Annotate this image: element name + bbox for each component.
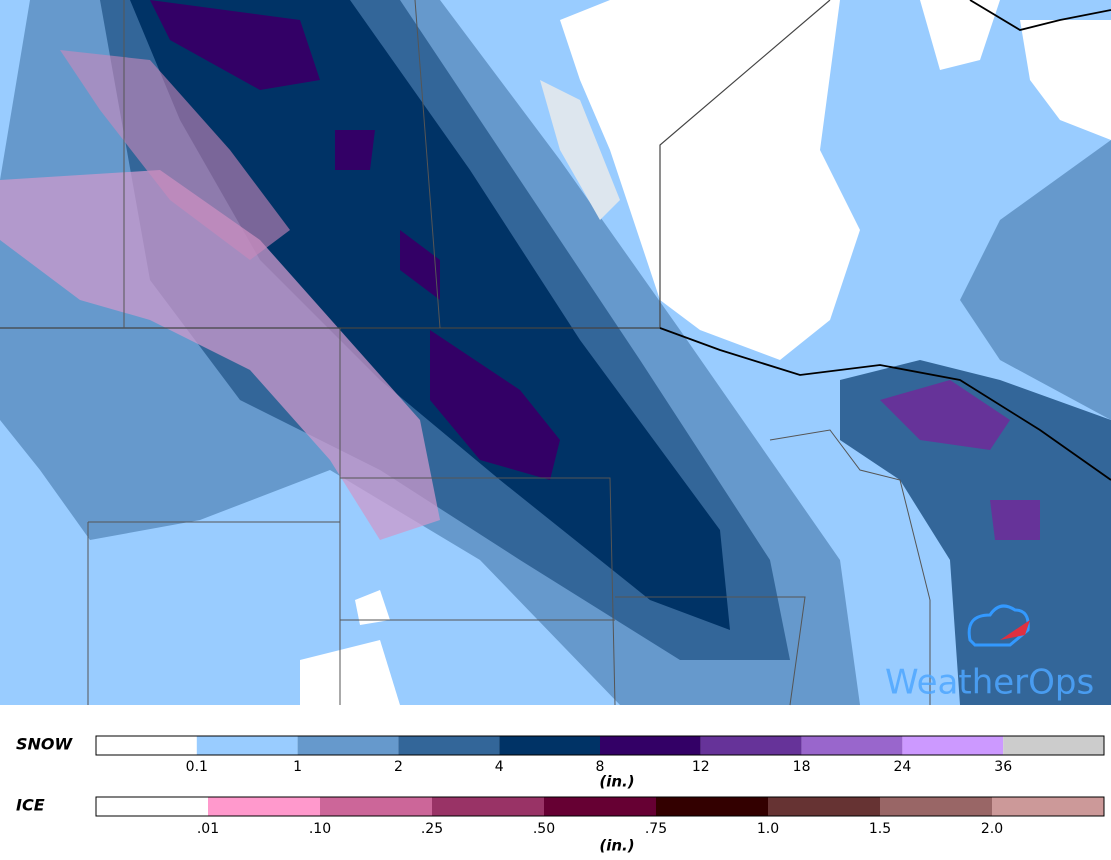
legend-label: 18	[793, 759, 811, 775]
legend-swatch	[499, 736, 600, 755]
legend-swatch	[297, 736, 399, 755]
legend-label: 24	[893, 759, 911, 775]
legend-swatch	[544, 797, 656, 816]
legend-swatch	[96, 736, 197, 755]
legend-swatch	[992, 797, 1104, 816]
lake-shore	[540, 80, 620, 220]
legend-swatch	[96, 797, 208, 816]
legend-label: .10	[309, 821, 331, 837]
legend-label: 1	[293, 759, 302, 775]
snow-band	[840, 360, 1111, 705]
legend-swatch	[1003, 736, 1104, 755]
logo-text: WeatherOps	[885, 663, 1094, 703]
country-border	[659, 327, 1111, 481]
snow-core	[400, 230, 440, 300]
ice-area	[0, 170, 440, 540]
country-border	[969, 0, 1111, 31]
clear-area	[355, 590, 390, 625]
snow-core	[880, 380, 1010, 450]
legend-frame	[95, 796, 1105, 817]
legend-label: 0.1	[186, 759, 208, 775]
legend-title: SNOW	[16, 735, 74, 754]
legend-label: 1.5	[869, 821, 891, 837]
legend-swatch	[320, 797, 432, 816]
legend-title: ICE	[16, 796, 45, 815]
map: WeatherOps	[0, 0, 1111, 706]
clear-area	[300, 640, 400, 705]
legend-label: 2.0	[981, 821, 1003, 837]
lake	[1020, 20, 1111, 140]
legend-frame	[95, 735, 1105, 756]
legend-label: 4	[495, 759, 504, 775]
legend-swatch	[768, 797, 880, 816]
legend-label: 8	[596, 759, 605, 775]
snow-core	[430, 330, 560, 480]
legend-swatch	[656, 797, 768, 816]
logo-mark	[1000, 620, 1030, 640]
snow-core	[150, 0, 320, 90]
state-border	[87, 0, 806, 706]
legend-swatch	[600, 736, 701, 755]
lake	[920, 0, 1000, 70]
snow-band	[960, 140, 1111, 420]
legend-swatch	[398, 736, 500, 755]
legend-swatch	[902, 736, 1004, 755]
legend-label: 2	[394, 759, 403, 775]
legend-label: .01	[197, 821, 219, 837]
legend-swatch	[196, 736, 298, 755]
logo: WeatherOps	[885, 604, 1094, 703]
lake	[560, 0, 860, 360]
legend-label: 1.0	[757, 821, 779, 837]
legend-label: 12	[692, 759, 710, 775]
border	[0, 0, 831, 329]
legend-label: .50	[533, 821, 555, 837]
state-border	[769, 429, 931, 705]
legend-label: 36	[994, 759, 1012, 775]
legend-swatch	[432, 797, 544, 816]
snow-core	[335, 130, 375, 170]
snow-core	[990, 500, 1040, 540]
legend-swatch	[208, 797, 320, 816]
snow-band	[130, 0, 730, 630]
ice-area	[60, 50, 290, 260]
legend-unit: (in.)	[599, 837, 634, 855]
legend-unit: (in.)	[599, 773, 634, 791]
legend-label: .25	[421, 821, 443, 837]
legend-swatch	[801, 736, 903, 755]
legend-swatch	[700, 736, 802, 755]
legend-swatch	[880, 797, 992, 816]
legend-label: .75	[645, 821, 667, 837]
